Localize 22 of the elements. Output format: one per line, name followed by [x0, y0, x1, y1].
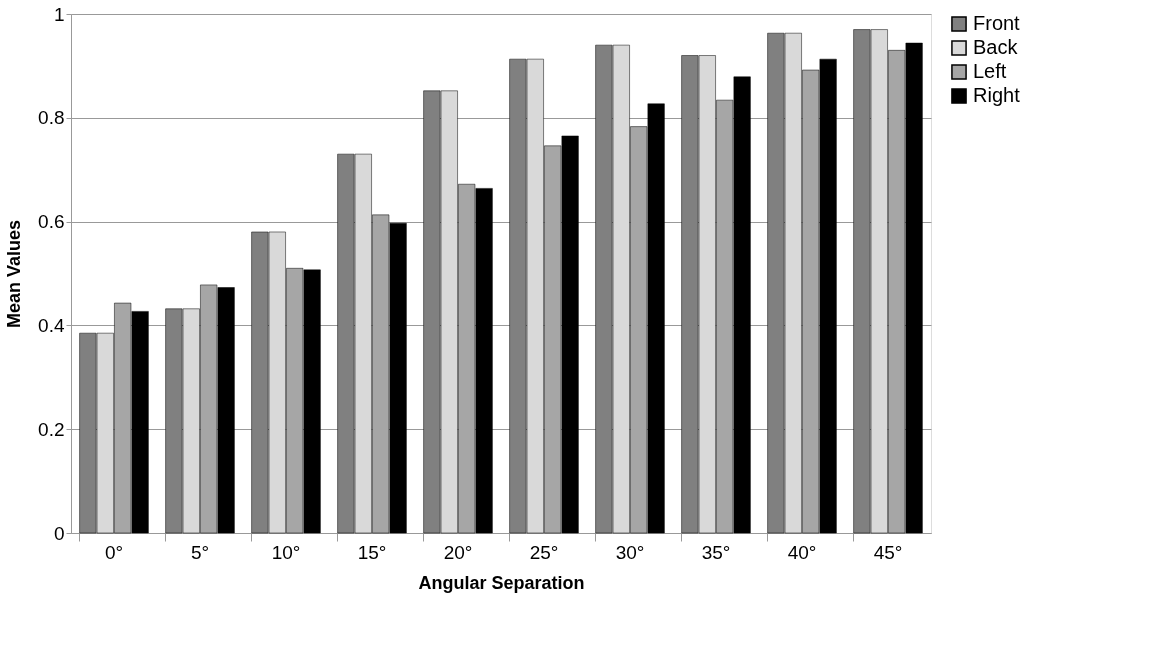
y-tick-label: 0.4	[38, 314, 65, 336]
y-tick-label: 0.6	[38, 211, 65, 233]
x-tick-label: 10°	[271, 541, 301, 563]
y-tick-label: 1	[53, 3, 65, 25]
legend-label: Back	[973, 36, 1019, 58]
y-tick-label: 0.8	[38, 107, 65, 129]
y-tick-label: 0	[53, 522, 65, 544]
y-tick-label: 0.2	[38, 418, 65, 440]
legend-label: Right	[973, 84, 1021, 106]
legend-label: Front	[973, 12, 1021, 34]
x-tick-label: 45°	[873, 541, 903, 563]
x-tick-label: 5°	[190, 541, 210, 563]
x-tick-label: 25°	[529, 541, 559, 563]
x-tick-label: 0°	[104, 541, 124, 563]
x-axis-title: Angular Separation	[418, 572, 585, 593]
legend-label: Left	[973, 60, 1007, 82]
x-tick-label: 30°	[615, 541, 645, 563]
x-tick-label: 40°	[787, 541, 817, 563]
y-axis-title: Mean Values	[4, 219, 25, 329]
x-tick-label: 20°	[443, 541, 473, 563]
x-tick-label: 15°	[357, 541, 387, 563]
x-tick-label: 35°	[701, 541, 731, 563]
